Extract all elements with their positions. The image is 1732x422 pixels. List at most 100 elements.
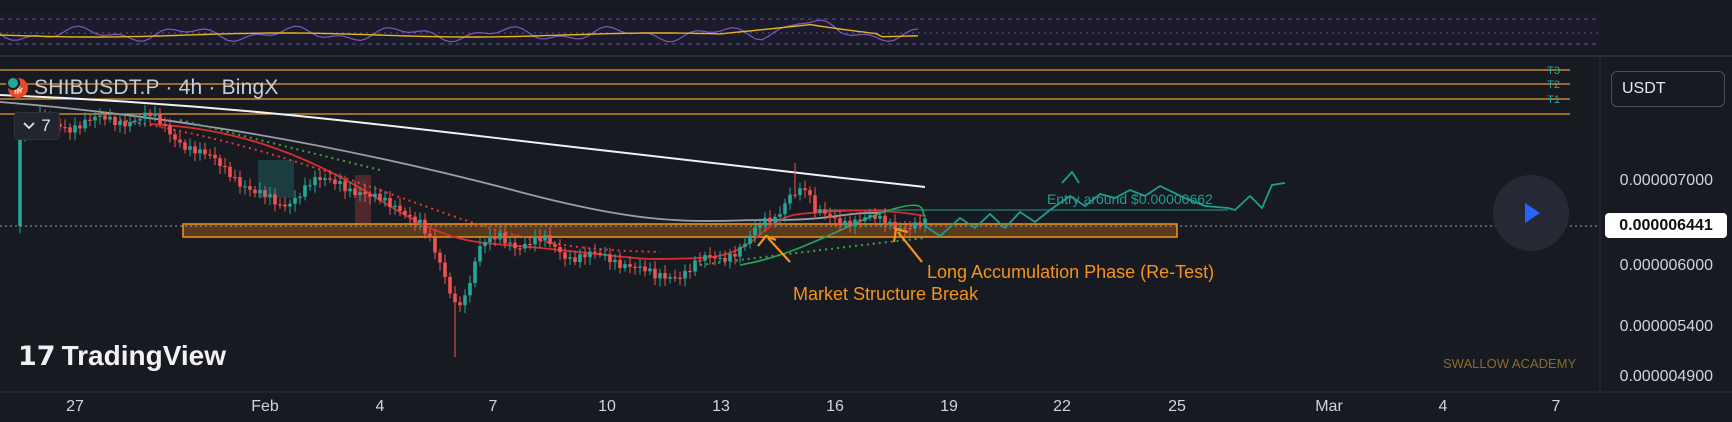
candle-body: [753, 227, 757, 236]
candle-body: [353, 188, 357, 196]
rsi-pane: [0, 14, 1732, 57]
candle-body: [193, 146, 197, 154]
candle-body: [368, 194, 372, 197]
trend-dots-green-top: [179, 119, 381, 171]
candle-body: [743, 243, 747, 247]
price-tick-label: 0.000006000: [1620, 257, 1714, 274]
candle-body: [733, 253, 737, 257]
candle-body: [918, 222, 922, 226]
candle-body: [408, 214, 412, 217]
candle-body: [403, 210, 407, 215]
candle-body: [308, 185, 312, 187]
candle-body: [138, 118, 142, 121]
candle-body: [343, 181, 347, 192]
candle-body: [283, 204, 287, 207]
price-tick-label: 0.000005400: [1620, 318, 1714, 335]
candle-body: [768, 217, 772, 223]
candle-body: [128, 122, 132, 127]
candle-body: [668, 277, 672, 279]
candle-body: [853, 219, 857, 227]
candle-body: [123, 121, 127, 127]
candle-body: [108, 116, 112, 120]
arrow-structure-break: [767, 237, 791, 263]
candle-body: [468, 282, 472, 296]
replay-play-button[interactable]: [1493, 175, 1569, 251]
currency-select[interactable]: USDT: [1611, 71, 1725, 107]
candle-body: [398, 205, 402, 211]
candle-body: [708, 255, 712, 257]
tradingview-logo: 17 TradingView: [18, 339, 226, 373]
candle-body: [358, 192, 362, 196]
candle-body: [683, 270, 687, 279]
shiba-coin-icon: 🐕: [6, 76, 28, 98]
candle-body: [763, 217, 767, 226]
time-tick-label: 10: [598, 398, 616, 415]
candle-body: [363, 192, 367, 195]
ma-100-line: [0, 101, 881, 222]
candle-body: [258, 190, 262, 194]
arrow-retest: [897, 231, 923, 263]
candle-body: [438, 252, 442, 263]
candle-body: [278, 204, 282, 206]
candle-body: [428, 233, 432, 238]
candle-body: [718, 257, 722, 259]
candle-body: [643, 266, 647, 272]
candle-body: [348, 188, 352, 192]
time-tick-label: 4: [376, 398, 385, 415]
candle-body: [713, 256, 717, 259]
arrow-retest-head: [892, 227, 909, 243]
axes: 0.000007000 0.000006000 0.000005400 0.00000…: [0, 56, 1732, 415]
candle-body: [498, 232, 502, 240]
candle-body: [783, 203, 787, 215]
time-tick-label: 7: [1552, 398, 1561, 415]
candle-body: [288, 203, 292, 207]
target-label: T3: [1547, 65, 1560, 77]
candle-body: [393, 205, 397, 208]
indicator-count: 7: [41, 116, 51, 135]
indicators-toggle[interactable]: 7: [14, 112, 60, 140]
candle-body: [893, 221, 897, 230]
candle-body: [183, 142, 187, 150]
ma-200-line: [0, 94, 926, 188]
candle-body: [98, 115, 102, 117]
play-icon: [1525, 203, 1540, 223]
time-tick-label: 19: [940, 398, 958, 415]
ma-fast-line: [739, 204, 926, 266]
candle-body: [848, 220, 852, 227]
candle-body: [458, 302, 462, 306]
candle-body: [663, 273, 667, 279]
candle-body: [793, 194, 797, 196]
candle-body: [248, 186, 252, 190]
symbol-title: SHIBUSDT.P · 4h · BingX: [34, 76, 279, 99]
candle-body: [533, 236, 537, 245]
candle-body: [318, 177, 322, 180]
price-tick-label: 0.000004900: [1620, 368, 1714, 385]
candle-body: [443, 262, 447, 277]
candle-body: [118, 121, 122, 126]
candle-body: [703, 255, 707, 261]
candle-body: [228, 166, 232, 178]
candle-body: [608, 254, 612, 263]
arrow-structure-break-head: [757, 234, 777, 247]
candle-body: [523, 243, 527, 249]
target-lines: T3 T2 T1: [0, 65, 1570, 115]
candle-body: [818, 209, 822, 213]
watermark: SWALLOW ACADEMY: [1443, 356, 1576, 371]
candle-body: [243, 186, 247, 188]
logo-text: TradingView: [61, 340, 226, 371]
time-tick-label: 22: [1053, 398, 1071, 415]
candle-body: [313, 177, 317, 186]
candle-body: [923, 218, 927, 226]
candle-body: [413, 216, 417, 223]
candle-body: [528, 243, 532, 246]
candle-body: [338, 181, 342, 185]
candle-body: [693, 260, 697, 272]
time-tick-label: 4: [1439, 398, 1448, 415]
time-tick-label: Feb: [251, 398, 279, 415]
price-tick-label: 0.000007000: [1620, 172, 1714, 189]
candle-body: [688, 270, 692, 273]
candle-body: [173, 134, 177, 140]
candle-body: [63, 127, 67, 129]
